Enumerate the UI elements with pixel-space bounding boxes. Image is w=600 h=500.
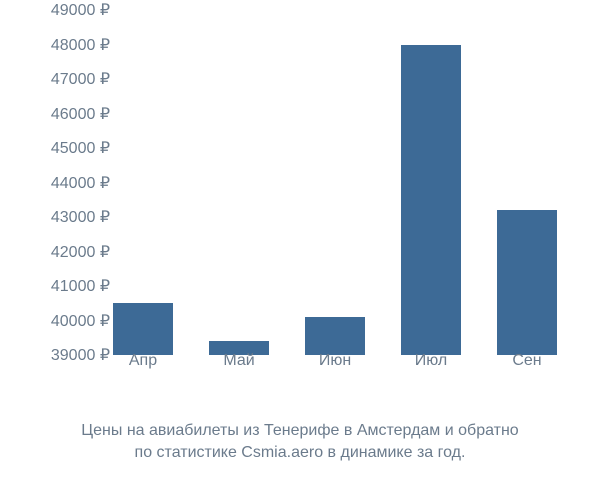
bar xyxy=(401,45,461,356)
caption-line-1: Цены на авиабилеты из Тенерифе в Амстерд… xyxy=(81,422,518,439)
y-tick-label: 39000 ₽ xyxy=(20,345,110,365)
y-tick-label: 41000 ₽ xyxy=(20,276,110,296)
y-tick-label: 48000 ₽ xyxy=(20,35,110,55)
x-tick-label: Апр xyxy=(129,352,157,370)
y-tick-label: 45000 ₽ xyxy=(20,138,110,158)
y-tick-label: 49000 ₽ xyxy=(20,0,110,20)
y-tick-label: 43000 ₽ xyxy=(20,207,110,227)
y-tick-label: 40000 ₽ xyxy=(20,311,110,331)
y-tick-label: 46000 ₽ xyxy=(20,104,110,124)
x-tick-label: Июн xyxy=(319,352,351,370)
x-tick-label: Сен xyxy=(512,352,541,370)
chart-caption: Цены на авиабилеты из Тенерифе в Амстерд… xyxy=(0,420,600,465)
bar xyxy=(305,317,365,355)
y-tick-label: 44000 ₽ xyxy=(20,173,110,193)
x-tick-label: Май xyxy=(223,352,254,370)
y-tick-label: 42000 ₽ xyxy=(20,242,110,262)
bar xyxy=(113,303,173,355)
bar xyxy=(497,210,557,355)
y-tick-label: 47000 ₽ xyxy=(20,69,110,89)
plot-region xyxy=(95,10,575,355)
price-bar-chart xyxy=(95,10,575,400)
x-tick-label: Июл xyxy=(415,352,447,370)
caption-line-2: по статистике Csmia.aero в динамике за г… xyxy=(135,444,466,461)
